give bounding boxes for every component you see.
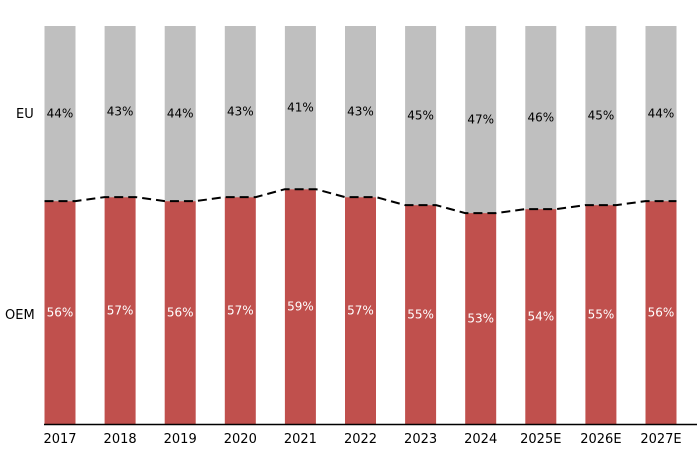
- label-eu-2018: 43%: [107, 105, 134, 119]
- x-tick-2020: 2020: [224, 432, 257, 447]
- bar-eu-2022: [345, 26, 376, 198]
- label-eu-2027E: 44%: [648, 107, 675, 121]
- bar-eu-2021: [284, 26, 316, 190]
- bar-oem-2025E: [525, 209, 557, 424]
- label-oem-2017: 56%: [47, 306, 74, 320]
- bar-eu-2023: [405, 26, 437, 206]
- bar-eu-2027E: [645, 26, 677, 202]
- label-oem-2022: 57%: [347, 304, 374, 318]
- data-labels-layer: 56% 44% 57% 43% 56% 44% 57% 43% 59% 41% 57% 43% 55% 4…: [47, 101, 675, 326]
- label-eu-2019: 44%: [167, 107, 194, 121]
- label-eu-2023: 45%: [407, 109, 434, 123]
- label-eu-2026E: 45%: [588, 109, 615, 123]
- bar-oem-2022: [345, 197, 376, 424]
- bar-eu-2018: [104, 26, 136, 198]
- bar-oem-2027E: [645, 201, 677, 424]
- series-label-eu: EU: [16, 107, 34, 122]
- bar-eu-2020: [224, 26, 256, 198]
- label-oem-2018: 57%: [107, 304, 134, 318]
- bar-eu-2019: [164, 26, 196, 202]
- oem-eu-boundary-dashed-line: [44, 188, 677, 215]
- series-label-oem: OEM: [5, 308, 35, 323]
- label-eu-2025E: 46%: [527, 111, 554, 125]
- bar-oem-2024: [465, 213, 497, 424]
- x-tick-2027E: 2027E: [640, 432, 681, 447]
- label-oem-2025E: 54%: [527, 310, 554, 324]
- label-eu-2020: 43%: [227, 105, 254, 119]
- x-tick-2023: 2023: [404, 432, 437, 447]
- x-tick-labels: 2017 2018 2019 2020 2021 2022 2023 2024 2025E 202…: [43, 432, 681, 447]
- x-tick-2017: 2017: [43, 432, 76, 447]
- bar-eu-2017: [44, 26, 76, 202]
- label-oem-2020: 57%: [227, 304, 254, 318]
- label-oem-2023: 55%: [407, 308, 434, 322]
- label-oem-2021: 59%: [287, 300, 314, 314]
- bar-oem-2019: [164, 201, 196, 424]
- bar-oem-2026E: [585, 205, 617, 424]
- bar-eu-2026E: [585, 26, 617, 206]
- label-eu-2017: 44%: [47, 107, 74, 121]
- x-tick-2024: 2024: [464, 432, 497, 447]
- label-eu-2021: 41%: [287, 101, 314, 115]
- x-tick-2019: 2019: [164, 432, 197, 447]
- label-oem-2027E: 56%: [648, 306, 675, 320]
- label-oem-2026E: 55%: [588, 308, 615, 322]
- bar-oem-2018: [104, 197, 136, 424]
- label-oem-2024: 53%: [467, 312, 494, 326]
- x-tick-2021: 2021: [284, 432, 317, 447]
- label-eu-2022: 43%: [347, 105, 374, 119]
- bar-eu-2025E: [525, 26, 557, 210]
- bars-layer: [44, 26, 677, 424]
- bar-oem-2020: [224, 197, 256, 424]
- bar-eu-2024: [465, 26, 497, 214]
- x-tick-2018: 2018: [104, 432, 137, 447]
- bar-oem-2023: [405, 205, 437, 424]
- bar-oem-2021: [284, 189, 316, 424]
- label-oem-2019: 56%: [167, 306, 194, 320]
- series-name-labels: EU OEM: [5, 107, 35, 323]
- label-eu-2024: 47%: [467, 113, 494, 127]
- bar-oem-2017: [44, 201, 76, 424]
- x-tick-2022: 2022: [344, 432, 377, 447]
- x-tick-2025E: 2025E: [520, 432, 561, 447]
- x-tick-2026E: 2026E: [580, 432, 621, 447]
